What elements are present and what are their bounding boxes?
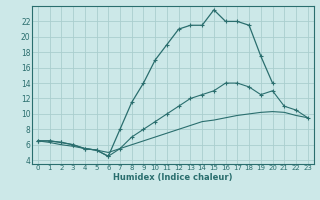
X-axis label: Humidex (Indice chaleur): Humidex (Indice chaleur) bbox=[113, 173, 233, 182]
